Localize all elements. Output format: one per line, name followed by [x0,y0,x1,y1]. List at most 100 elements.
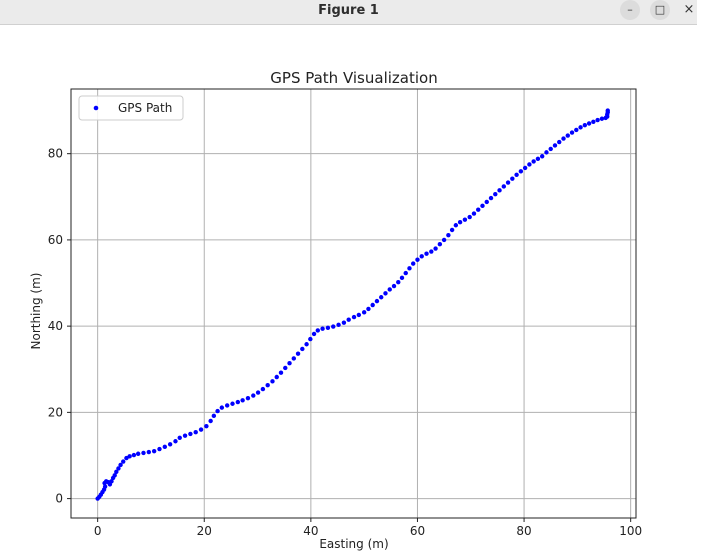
gps-path-point [188,431,193,437]
maximize-icon[interactable]: □ [650,0,670,20]
gps-path-point [569,130,575,135]
x-tick-label: 100 [619,524,642,538]
gps-path-point [565,133,570,138]
gps-path-point [407,266,412,271]
legend: GPS Path [78,95,184,121]
gps-path-point [419,254,424,259]
gps-path-point [211,413,217,419]
gps-path-point [331,324,336,329]
gps-path-point [361,310,367,315]
minimize-icon[interactable]: – [620,0,640,20]
legend-box [78,95,184,121]
gps-path-point [346,317,351,322]
gps-path-point [121,459,126,464]
gps-path-point [480,203,485,209]
gps-path-point [198,427,204,432]
x-tick-label: 60 [410,524,425,538]
x-tick-label: 40 [303,524,318,538]
gps-path-point [151,448,157,454]
gps-path-point [114,469,119,475]
gps-path-point [157,446,162,452]
gps-path-point [336,322,341,328]
gps-path-point [215,408,220,414]
gps-path-point [505,180,511,185]
gps-path-point [410,261,416,266]
gps-path-point [177,435,182,441]
axes: 0 20 40 60 80 100 0 20 40 60 80 [48,88,642,538]
gps-path-point [429,249,434,254]
gps-path-point [488,195,494,201]
gps-path-point [182,433,188,438]
gps-path-point [518,169,524,174]
gps-path-point [224,403,230,408]
gps-path-point [510,176,515,181]
gps-path-point [467,214,472,220]
gps-path-point [591,119,596,124]
gps-path-point [531,159,536,164]
gps-path-point [471,211,477,216]
close-icon[interactable]: × [683,2,695,17]
gps-path-point [308,336,313,342]
gps-path-point [370,302,375,308]
gps-path-point [514,172,519,177]
gps-path-point [578,125,583,130]
gps-path-point [295,351,301,356]
gps-path-point [341,320,347,325]
gps-path-point [109,479,114,484]
gps-path-point [457,220,463,225]
gps-path-point [493,192,498,197]
gps-path-point [462,217,468,222]
y-tick-label: 80 [48,147,63,161]
legend-marker [93,105,99,111]
window-titlebar: Figure 1 – □ × [0,0,697,25]
gps-path-point [235,399,241,405]
gps-path-point [387,287,392,292]
gps-path-point [379,295,384,300]
gps-path-point [260,386,266,392]
y-tick-label: 40 [48,319,63,333]
gps-path-point [522,165,528,171]
gps-path-point [476,207,481,212]
gps-path-point [356,312,362,318]
gps-path-point [240,398,245,403]
gps-path-point [383,291,388,296]
gps-path-point [219,405,225,410]
gps-path-point [396,279,401,285]
gps-path-point [283,365,288,371]
gps-path-point [315,328,320,333]
x-tick-label: 20 [197,524,212,538]
gps-path-point [255,390,261,395]
gps-path-point [251,393,256,398]
gps-path-point [441,237,447,243]
y-axis-label: Northing (m) [29,273,43,350]
y-tick-label: 60 [48,233,63,247]
plot-frame [70,88,637,519]
gps-path-point [173,439,178,444]
gps-path-point [118,462,123,468]
gps-path-point [415,257,420,262]
gps-path-point [112,473,117,478]
gps-path-point [497,188,502,193]
gps-path-point [291,356,297,361]
gps-path-point [561,136,566,141]
gps-path-point [300,346,305,352]
window-title: Figure 1 [318,3,379,18]
gps-path-point [548,146,553,152]
y-tick-label: 20 [48,405,63,419]
gps-path-point [193,430,198,435]
gps-path-point [135,451,141,456]
gps-path-point [539,154,545,159]
gps-path-point [146,449,152,455]
gps-path-point [424,251,429,256]
gps-path-point [131,452,137,458]
gps-path-point [595,117,600,123]
gps-path-point [433,246,438,251]
gps-path-point [287,361,292,366]
gps-path-point [127,454,132,459]
gps-path-point [167,442,173,447]
gps-path-point [403,270,408,276]
gps-path-point [102,484,108,489]
gps-path-point [270,379,275,384]
gps-path-point [230,401,235,406]
gps-path-point [582,123,588,128]
